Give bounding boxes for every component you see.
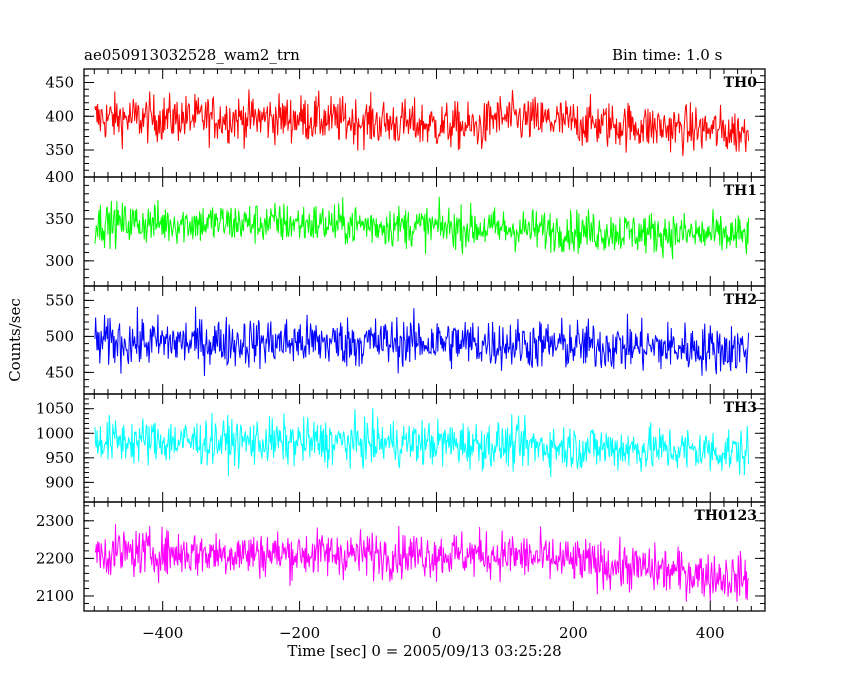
y-tick-label: 2300: [36, 512, 74, 530]
series-line-th1: [94, 196, 750, 260]
series-label-th0123: TH0123: [694, 508, 757, 524]
y-tick-label: 500: [45, 327, 74, 345]
x-tick-label: −200: [279, 624, 320, 642]
x-axis-label: Time [sec] 0 = 2005/09/13 03:25:28: [287, 642, 561, 660]
y-tick-label: 2100: [36, 587, 74, 605]
panel-th2: 450 500 550 TH2: [45, 285, 766, 395]
y-tick-label: 2200: [36, 549, 74, 567]
series-line-th3: [94, 408, 750, 478]
y-tick-label: 450: [45, 74, 74, 92]
series-line-th2: [94, 306, 750, 377]
x-tick-label: −400: [142, 624, 183, 642]
panel-th1: 300 350 400 TH1: [45, 168, 766, 287]
series-label-th3: TH3: [724, 400, 757, 416]
y-tick-label: 550: [45, 291, 74, 309]
x-tick-label: 0: [432, 624, 442, 642]
bin-time-label: Bin time: 1.0 s: [612, 46, 723, 64]
y-tick-label: 900: [45, 473, 74, 491]
series-label-th2: TH2: [724, 292, 757, 308]
y-tick-label: 350: [45, 210, 74, 228]
x-tick-label: 400: [696, 624, 725, 642]
y-axis-label: Counts/sec: [6, 298, 24, 382]
y-tick-label: 950: [45, 449, 74, 467]
series-label-th1: TH1: [724, 183, 757, 199]
series-label-th0: TH0: [724, 75, 758, 91]
y-tick-label: 300: [45, 252, 74, 270]
y-tick-label: 1000: [36, 424, 74, 442]
chart-title: ae050913032528_wam2_trn: [84, 46, 300, 64]
y-tick-label: 450: [45, 363, 74, 381]
panel-frame: [83, 501, 766, 612]
x-tick-label: 200: [559, 624, 588, 642]
series-line-th0: [94, 89, 750, 157]
panel-frame: [83, 176, 766, 287]
series-line-th0123: [94, 524, 750, 602]
panel-th3: 900 950 1000 1050 TH3: [36, 393, 766, 503]
y-tick-label: 400: [45, 107, 74, 125]
y-tick-label: 350: [45, 141, 74, 159]
panel-th0: 350 400 450 TH0: [45, 68, 766, 178]
y-tick-label: 400: [45, 168, 74, 186]
panel-th0123: 2100 2200 2300 TH0123: [36, 501, 766, 612]
y-tick-label: 1050: [36, 400, 74, 418]
